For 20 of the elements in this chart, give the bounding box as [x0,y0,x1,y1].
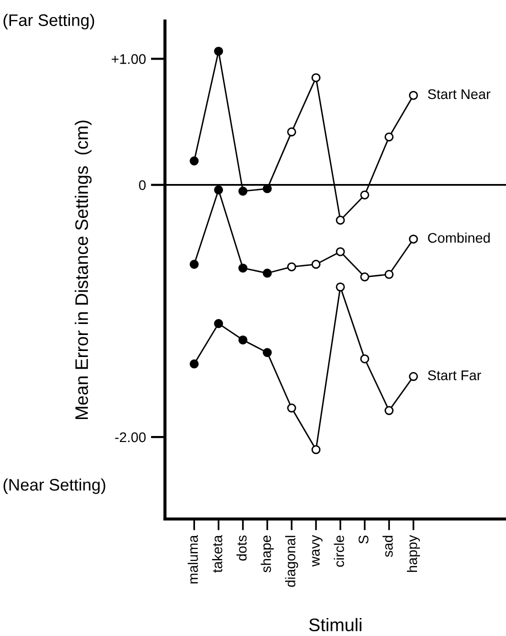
x-tick-label: wavy [312,534,322,567]
series-label: Start Far [428,370,482,380]
y-tick-label: 0 [139,180,146,190]
x-tick-label: diagonal [285,536,298,587]
y-tick-label: +1.00 [112,54,146,64]
series-label: Combined [428,232,490,243]
y-tick-label: -2.00 [115,432,146,442]
x-tick-label: dots [236,535,247,561]
x-tick-label: taketa [212,534,222,573]
x-tick-label: circle [334,536,344,567]
x-tick-label: happy [406,534,420,572]
x-tick-label: sad [382,536,393,557]
y-axis-title: Mean Error in Distance Settings (cm) [74,120,92,419]
text: (Far Setting) [4,14,94,30]
x-axis-title: Stimuli [309,618,362,632]
x-tick-label: maluma [188,534,198,584]
series-label: Start Near [428,89,490,100]
x-tick-label: S [358,536,368,544]
text: (Near Setting) [4,478,106,494]
x-tick-label: shape [260,536,274,572]
